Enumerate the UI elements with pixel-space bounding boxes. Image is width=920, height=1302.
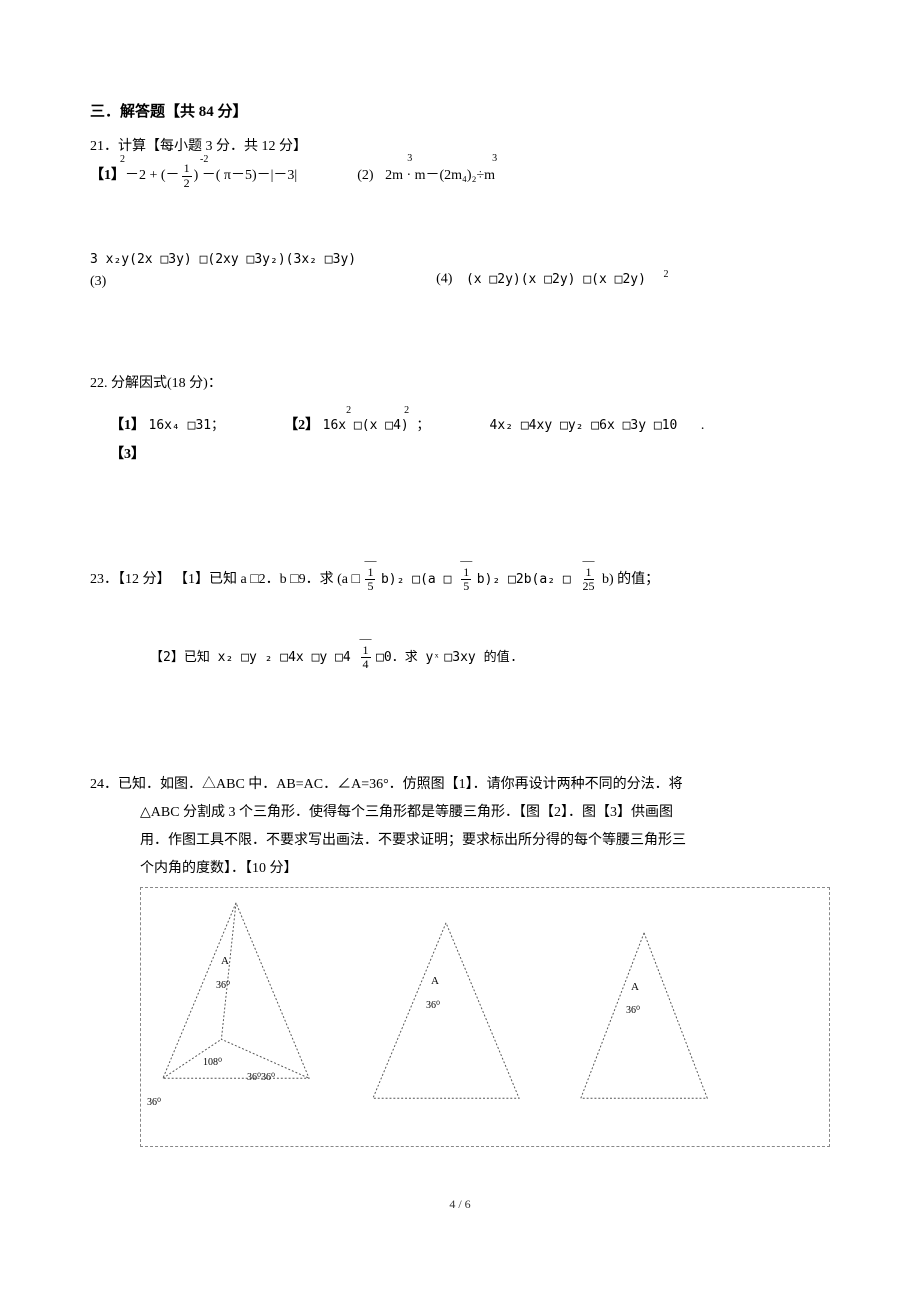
q21-item4-sup: 2	[663, 269, 668, 280]
q23-part2-frac: — 1 4	[361, 644, 371, 671]
q22-item1: 【1】 16x₄ □31；	[110, 415, 224, 437]
q23-prefix: 23．【12 分】 【1】已知 a □2．b □9．求 (a □	[90, 572, 363, 587]
q21-item1-frac: 1 2	[182, 162, 192, 189]
q23-frac2: — 1 5	[461, 566, 471, 593]
q22-item1-expr: 16x₄ □31；	[149, 418, 225, 433]
q22-header: 22. 分解因式(18 分)：	[90, 373, 830, 395]
q22-item2-sup2: 2	[404, 403, 409, 419]
q21-item2-label: (2)	[357, 168, 373, 183]
q21-item1-sup2: -2	[200, 152, 208, 168]
tri1-outer	[163, 903, 309, 1078]
tri2-apex-label: A	[431, 970, 439, 992]
q23-frac3: — 1 25	[581, 566, 597, 593]
q24-line3: 用．作图工具不限．不要求写出画法．不要求证明；要求标出所分得的每个等腰三角形三	[140, 827, 830, 855]
q22-item2-label: 【2】	[284, 418, 319, 433]
frac-num: 1	[365, 566, 375, 580]
q24-line1: 24．已知．如图．△ABC 中．AB=AC．∠A=36°．仿照图【1】．请你再设…	[90, 771, 830, 799]
page-number: 4 / 6	[449, 1195, 470, 1214]
triangle-3: A 36⁰	[571, 928, 721, 1118]
q23-frac1: — 1 5	[365, 566, 375, 593]
q22-item3-expr: 4x₂ □4xy □y₂ □6x □3y □10	[490, 418, 678, 433]
q21-item1-post: ) －( π－5)－|－3|	[194, 165, 298, 187]
q22-item3-expr-wrap: 4x₂ □4xy □y₂ □6x □3y □10 .	[490, 415, 705, 437]
q23: 23．【12 分】 【1】已知 a □2．b □9．求 (a □ — 1 5 b…	[90, 566, 830, 593]
frac-num: 1	[461, 566, 471, 580]
q24: 24．已知．如图．△ABC 中．AB=AC．∠A=36°．仿照图【1】．请你再设…	[90, 771, 830, 1147]
triangle-1: A 36⁰ 108⁰ 36⁰36⁰ 36⁰	[151, 898, 321, 1118]
q21-item4-label: (4)	[436, 272, 452, 287]
q22-item2-sup1: 2	[346, 403, 351, 419]
q21-row1: 【1】 －2 + (－ 1 2 ) －( π－5)－|－3| 2 -2 (2) …	[90, 162, 830, 189]
q23-mid1: b)₂ □(a □	[381, 572, 459, 587]
q21-item1-pre: －2 + (－	[125, 165, 180, 187]
tri2-outer	[373, 923, 519, 1098]
frac-den: 25	[581, 580, 597, 593]
q21-item3-expr: 3 x₂y(2x □3y) □(2xy □3y₂)(3x₂ □3y)	[90, 250, 356, 271]
q21-item3: 3 x₂y(2x □3y) □(2xy □3y₂)(3x₂ □3y) (3)	[90, 250, 356, 293]
frac-den: 5	[461, 580, 471, 593]
tri1-inner-poly	[221, 903, 309, 1078]
q23-mid2: b)₂ □2b(a₂ □	[477, 572, 579, 587]
q21-item2-sup1: 3	[407, 151, 412, 167]
q23-part2-prefix: 【2】已知 x₂ □y ₂ □4x □y □4	[150, 649, 359, 664]
triangle-3-svg	[571, 928, 721, 1108]
frac-num: 1	[361, 644, 371, 658]
tri1-108: 108⁰	[203, 1053, 222, 1073]
triangle-2-svg	[361, 918, 531, 1108]
section-title: 三．解答题【共 84 分】	[90, 100, 830, 124]
tri1-36bl: 36⁰	[147, 1093, 161, 1113]
tri3-36: 36⁰	[626, 1001, 640, 1021]
frac-den: 2	[182, 177, 192, 190]
q23-part2: 【2】已知 x₂ □y ₂ □4x □y □4 — 1 4 □0．求 y ͯ □…	[150, 644, 830, 671]
q21-item4-expr: (x □2y)(x □2y) □(x □2y)	[466, 272, 646, 287]
tri1-36pair: 36⁰36⁰	[247, 1068, 275, 1088]
q22-item3-period: .	[701, 418, 705, 433]
q23-part2-end: □0．求 y ͯ □3xy 的值.	[376, 649, 517, 664]
tri1-36: 36⁰	[216, 976, 230, 996]
q21-item2: (2) 2m · m－(2m₄)₂÷m 3 3	[357, 165, 495, 187]
q21-item4: (4) (x □2y)(x □2y) □(x □2y) 2	[436, 267, 668, 291]
q22-row: 【1】 16x₄ □31； 【2】 16x □(x □4) ； 2 2 4x₂ …	[110, 415, 830, 437]
q22-item2-expr: 16x □(x □4) ；	[323, 418, 430, 433]
q21-item2-sup2: 3	[492, 151, 497, 167]
q21-item1-sup1: 2	[120, 152, 125, 168]
q23-end: b) 的值；	[602, 572, 659, 587]
frac-num: 1	[584, 566, 594, 580]
tri2-36: 36⁰	[426, 996, 440, 1016]
q21-item2-expr: 2m · m－(2m₄)₂÷m	[385, 168, 495, 183]
q21-row2: 3 x₂y(2x □3y) □(2xy □3y₂)(3x₂ □3y) (3) (…	[90, 250, 830, 293]
tri3-apex-label: A	[631, 976, 639, 998]
q24-line2: △ABC 分割成 3 个三角形．使得每个三角形都是等腰三角形．【图【2】．图【3…	[140, 799, 830, 827]
triangle-2: A 36⁰	[361, 918, 531, 1118]
q22-item2: 【2】 16x □(x □4) ； 2 2	[284, 415, 429, 437]
q22-item1-label: 【1】	[110, 418, 145, 433]
frac-den: 5	[365, 580, 375, 593]
q24-line4: 个内角的度数】．【10 分】	[140, 855, 830, 883]
frac-num: 1	[182, 162, 192, 176]
q22-item3-label: 【3】	[110, 444, 830, 466]
q21-item1: 【1】 －2 + (－ 1 2 ) －( π－5)－|－3| 2 -2	[90, 162, 297, 189]
q21-item3-label: (3)	[90, 271, 356, 293]
triangles-wrapper: A 36⁰ 108⁰ 36⁰36⁰ 36⁰ A 36⁰ A 36⁰	[140, 887, 830, 1147]
frac-den: 4	[361, 658, 371, 671]
tri1-apex-label: A	[221, 950, 229, 972]
tri3-outer	[581, 933, 707, 1098]
triangle-1-svg	[151, 898, 321, 1088]
